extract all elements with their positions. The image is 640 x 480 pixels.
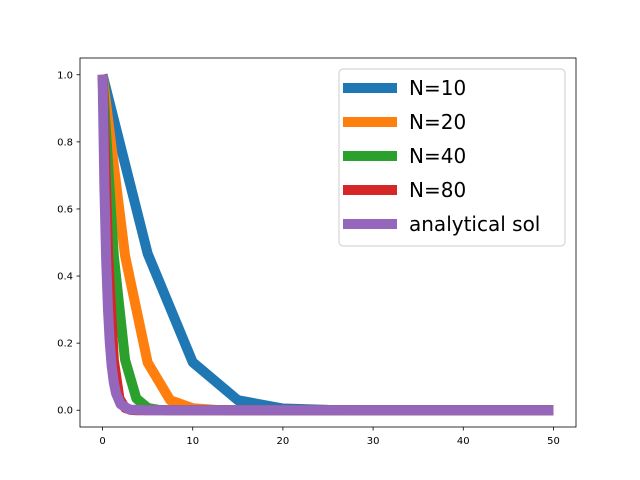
series-layer [97,73,554,416]
legend: N=10 N=20 N=40 N=80 analytical sol [338,68,566,247]
x-tick-label: 0 [99,436,105,447]
x-tick-label: 40 [457,436,470,447]
y-tick-label: 1.0 [57,70,73,81]
x-tick-label: 20 [277,436,290,447]
y-tick-label: 0.0 [57,406,73,417]
legend-box [338,68,566,247]
x-tick-label: 10 [186,436,199,447]
y-tick-label: 0.2 [57,339,73,350]
y-tick-label: 0.8 [57,137,73,148]
y-axis: 0.0 0.2 0.4 0.6 0.8 1.0 [57,70,80,417]
plot-frame [79,57,577,428]
legend-label-3: N=80 [409,178,466,202]
legend-label-1: N=20 [409,110,466,134]
x-tick-label: 30 [367,436,380,447]
x-tick-label: 50 [547,436,560,447]
legend-label-4: analytical sol [409,212,540,236]
legend-label-2: N=40 [409,144,466,168]
y-tick-label: 0.6 [57,204,73,215]
legend-label-0: N=10 [409,76,466,100]
y-tick-label: 0.4 [57,272,73,283]
x-axis: 0 10 20 30 40 50 [99,427,560,447]
series-line-4 [97,74,554,416]
